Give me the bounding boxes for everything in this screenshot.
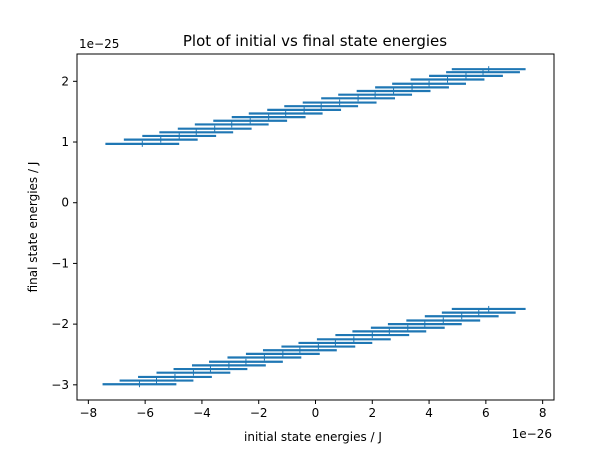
x-tick-label: −4 — [193, 406, 211, 420]
y-tick-label: −3 — [51, 378, 69, 392]
x-offset-label: 1e−26 — [512, 427, 552, 441]
data-point — [138, 373, 212, 380]
data-point — [177, 125, 252, 132]
data-marks — [102, 66, 526, 388]
data-point — [406, 317, 481, 324]
data-point — [245, 350, 320, 357]
x-tick-label: 6 — [482, 406, 490, 420]
data-point — [173, 366, 248, 373]
data-point — [262, 347, 337, 354]
data-point — [209, 358, 283, 365]
data-point — [123, 136, 198, 143]
x-tick-label: −6 — [136, 406, 154, 420]
data-point — [231, 114, 306, 121]
data-point — [410, 76, 485, 83]
data-point — [424, 313, 499, 320]
y-offset-label: 1e−25 — [79, 37, 119, 51]
chart-title: Plot of initial vs final state energies — [183, 32, 447, 50]
x-tick-label: −8 — [80, 406, 98, 420]
x-tick-label: −2 — [250, 406, 268, 420]
x-axis: −8 −6 −4 −2 0 2 4 6 8 — [80, 400, 547, 420]
x-tick-label: 8 — [539, 406, 547, 420]
data-point — [441, 309, 516, 316]
data-point — [335, 332, 410, 339]
y-tick-label: −1 — [51, 256, 69, 270]
data-point — [105, 140, 180, 147]
data-point — [298, 339, 373, 346]
data-point — [375, 84, 449, 91]
y-tick-label: 1 — [61, 135, 69, 149]
data-point — [119, 377, 194, 384]
x-axis-label: initial state energies / J — [244, 430, 382, 444]
data-point — [156, 369, 231, 376]
data-point — [356, 88, 431, 95]
data-point — [213, 117, 288, 124]
data-point — [194, 121, 269, 128]
data-point — [281, 343, 356, 350]
y-tick-label: 2 — [61, 74, 69, 88]
y-tick-label: −2 — [51, 317, 69, 331]
data-point — [248, 110, 323, 117]
data-point — [302, 99, 377, 106]
data-point — [191, 362, 266, 369]
data-point — [387, 321, 462, 328]
data-point — [338, 91, 413, 98]
x-tick-label: 4 — [425, 406, 433, 420]
x-tick-label: 2 — [368, 406, 376, 420]
data-point — [316, 336, 391, 343]
data-point — [267, 106, 342, 113]
data-point — [321, 95, 395, 102]
data-point — [159, 129, 234, 136]
data-point — [451, 66, 526, 73]
data-point — [102, 381, 177, 388]
data-point — [284, 103, 359, 110]
y-axis-label: final state energies / J — [26, 162, 40, 293]
data-point — [227, 354, 302, 361]
data-point — [352, 328, 427, 335]
data-point — [392, 80, 466, 87]
x-tick-label: 0 — [312, 406, 320, 420]
y-tick-label: 0 — [61, 196, 69, 210]
data-point — [142, 132, 217, 139]
data-point — [370, 324, 445, 331]
data-point — [429, 72, 503, 79]
data-point — [451, 305, 526, 312]
y-axis: −3 −2 −1 0 1 2 — [51, 74, 77, 392]
